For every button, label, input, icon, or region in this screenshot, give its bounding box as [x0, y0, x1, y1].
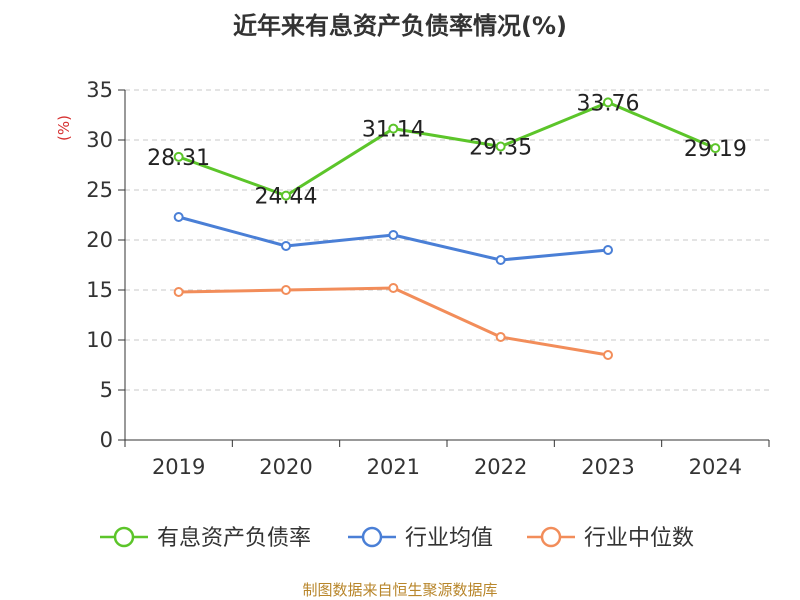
- series-2-point: [281, 285, 291, 295]
- series-0-point: [710, 143, 721, 154]
- x-tick-label: 2019: [152, 455, 205, 479]
- legend-label-2: 行业中位数: [584, 526, 694, 551]
- series-0-point: [173, 151, 184, 162]
- series-1-point: [173, 212, 184, 222]
- x-tick-label: 2024: [689, 455, 742, 479]
- legend-label-1: 行业均值: [405, 526, 493, 551]
- x-tick-label: 2021: [367, 455, 420, 479]
- y-axis-label: (%): [55, 115, 73, 141]
- x-tick-label: 2020: [259, 455, 312, 479]
- data-label: 31.14: [362, 118, 425, 143]
- y-tick-label: 5: [100, 378, 113, 402]
- series-1-point: [603, 245, 613, 255]
- series-line-2: [178, 286, 609, 357]
- y-tick-label: 10: [86, 328, 113, 352]
- chart-title: 近年来有息资产负债率情况(%): [233, 12, 567, 40]
- x-tick-label: 2022: [474, 455, 527, 479]
- legend-label-0: 有息资产负债率: [157, 526, 311, 551]
- series-0-point: [281, 190, 291, 201]
- series-0-point: [495, 141, 506, 152]
- data-label: 33.76: [577, 91, 640, 116]
- axes: 0 5 10 15 20 25 30 35 2019 2020 2021 2022 2023 2024: [86, 78, 770, 479]
- series-0-point: [603, 97, 613, 108]
- series-2-point: [173, 287, 184, 297]
- series-2-point: [603, 350, 613, 360]
- legend: 有息资产负债率 行业均值 行业中位数: [100, 526, 694, 551]
- data-label: 29.35: [469, 136, 532, 161]
- y-tick-label: 0: [100, 428, 113, 452]
- y-tick-label: 20: [86, 228, 113, 252]
- legend-marker-1: [361, 526, 383, 548]
- legend-marker-0: [113, 526, 135, 548]
- legend-marker-2: [540, 526, 562, 548]
- data-label: 29.19: [684, 137, 747, 162]
- series-1-point: [281, 241, 291, 251]
- source-note: 制图数据来自恒生聚源数据库: [302, 581, 497, 599]
- series-line-0: [178, 100, 716, 198]
- x-tick-label: 2023: [581, 455, 634, 479]
- series-1-point: [388, 230, 399, 240]
- gridlines: [125, 89, 769, 391]
- series-0-point: [388, 123, 399, 134]
- data-label: 28.31: [147, 146, 210, 171]
- y-tick-label: 25: [86, 178, 113, 202]
- y-tick-label: 15: [86, 278, 113, 302]
- y-tick-label: 35: [86, 78, 113, 102]
- series-2-point: [388, 283, 399, 293]
- y-tick-label: 30: [86, 128, 113, 152]
- data-labels: 28.31 24.44 31.14 29.35 33.76 29.19: [147, 91, 747, 209]
- series-1-point: [495, 255, 506, 265]
- data-label: 24.44: [255, 185, 318, 210]
- series-lines: [173, 97, 721, 360]
- series-2-point: [495, 332, 506, 342]
